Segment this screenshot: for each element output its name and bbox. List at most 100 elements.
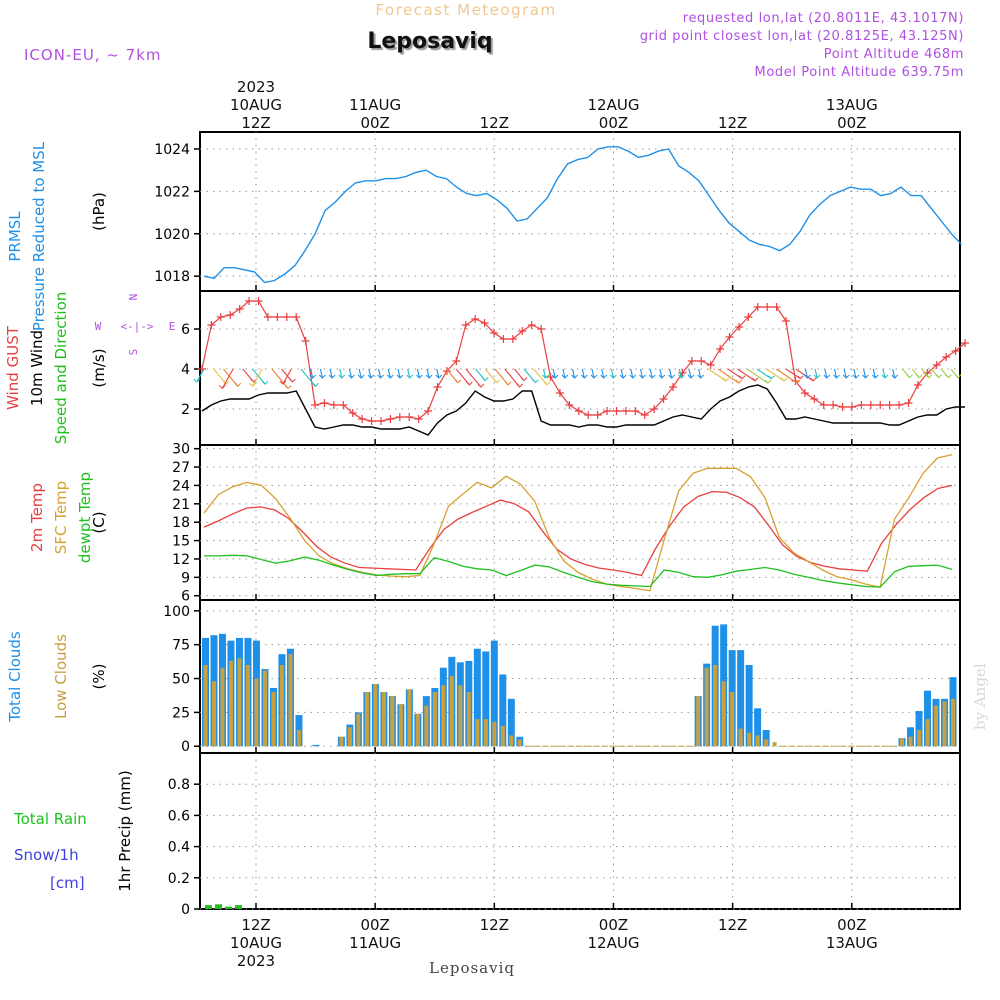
low-cloud-bar — [441, 685, 446, 747]
model-altitude: Model Point Altitude 639.75m — [755, 65, 964, 80]
low-cloud-bar — [704, 667, 709, 747]
wind-arrow-head — [580, 374, 588, 379]
low-cloud-bar — [713, 664, 718, 747]
low-cloud-bar — [738, 728, 743, 747]
time-label-bottom: 10AUG — [230, 934, 282, 952]
wind-arrow — [678, 368, 682, 379]
series-prmsl — [203, 146, 963, 284]
total-cloud-bar — [312, 744, 320, 747]
y-tick-label: 1020 — [154, 227, 190, 243]
wind-arrow-head — [193, 378, 201, 383]
compass-arrows: <-|-> — [120, 320, 153, 333]
gust-marker — [913, 381, 922, 389]
wind-arrow — [775, 368, 798, 384]
panel-frame — [199, 131, 961, 292]
low-cloud-bar — [509, 735, 514, 747]
wind-arrow — [562, 368, 566, 379]
gust-marker — [518, 327, 527, 335]
gust-marker — [631, 407, 640, 415]
wind-arrow-head — [222, 380, 230, 385]
wind-arrow-head — [590, 374, 598, 379]
y-axis-label: (m/s) — [90, 348, 108, 387]
gust-marker — [527, 321, 536, 329]
wind-arrow-head — [735, 379, 743, 384]
y-tick-label: 15 — [172, 534, 190, 550]
gust-marker — [471, 315, 480, 323]
gust-marker — [819, 401, 828, 409]
gust-marker — [800, 389, 809, 397]
wind-arrow — [698, 368, 702, 379]
wind-arrow-head — [906, 374, 913, 379]
gust-marker — [433, 383, 442, 391]
wind-arrow-head — [357, 374, 365, 379]
total-cloud-bar — [924, 690, 932, 747]
gust-marker — [254, 297, 263, 305]
gust-marker — [499, 335, 508, 343]
gust-marker — [932, 361, 941, 369]
low-cloud-bar — [211, 681, 216, 747]
low-cloud-bar — [449, 675, 454, 747]
panel-4: 0 0.2 0.4 0.6 0.8 1hr Precip (mm) Total Rain Sn… — [13, 752, 961, 918]
wind-arrow-head — [881, 374, 889, 379]
wind-arrow-head — [697, 374, 705, 379]
panel-3: 0 25 50 75 100 (%) Total Clouds Low Clouds — [6, 599, 961, 755]
panel-0: 1018 1020 1022 1024 (hPa) PRMSL Pressure Reduc… — [6, 131, 963, 331]
requested-coords: requested lon,lat (20.8011E, 43.1017N) — [683, 11, 964, 26]
time-label-top: 00Z — [360, 114, 389, 132]
wind-arrow — [542, 368, 547, 379]
total-cloud-bar — [754, 708, 762, 747]
gust-marker — [414, 415, 423, 423]
wind-arrow — [785, 368, 801, 380]
gust-marker — [687, 357, 696, 365]
gust-marker — [546, 373, 555, 381]
gust-marker — [555, 389, 564, 397]
gust-marker — [537, 325, 546, 333]
wind-arrow — [708, 368, 727, 382]
y-tick-label: 6 — [181, 589, 190, 605]
wind-arrow-head — [377, 374, 384, 379]
panel-label-2: dewpt Temp — [76, 472, 94, 563]
y-tick-label: 25 — [172, 705, 190, 721]
panel-2: 6 9 12 15 18 21 24 27 30 (C) 2m Temp SFC Temp dewpt … — [28, 442, 961, 605]
time-label-bottom: 13AUG — [826, 934, 878, 952]
gust-marker — [895, 401, 904, 409]
gust-marker — [480, 319, 489, 327]
y-tick-label: 12 — [172, 552, 190, 568]
wind-arrow — [252, 368, 263, 387]
compass-n: N — [127, 294, 140, 301]
wind-arrow — [426, 368, 430, 379]
super-title: Forecast Meteogram — [375, 1, 556, 19]
wind-arrow-head — [328, 374, 336, 379]
y-tick-label: 75 — [172, 638, 190, 654]
wind-arrow — [630, 368, 634, 379]
time-label-bottom: 12AUG — [588, 934, 640, 952]
compass-e: E — [169, 320, 176, 333]
wind-arrow-head — [319, 374, 326, 379]
y-tick-label: 0.4 — [168, 840, 190, 856]
series-2m-temp — [203, 484, 953, 577]
low-cloud-bar — [517, 739, 522, 747]
y-tick-label: 1024 — [154, 142, 190, 158]
wind-arrow-head — [425, 374, 433, 379]
wind-arrow — [833, 368, 838, 379]
wind-arrow-head — [600, 374, 608, 379]
series-sfc-temp — [203, 454, 953, 592]
low-cloud-bar — [254, 678, 259, 747]
gust-marker — [961, 339, 970, 347]
wind-arrow — [221, 368, 234, 389]
y-tick-label: 9 — [181, 570, 190, 586]
wind-arrow-head — [915, 374, 923, 379]
gust-marker — [490, 329, 499, 337]
panel-frame — [199, 599, 961, 754]
wind-arrow — [407, 368, 411, 379]
time-label-top: 00Z — [837, 114, 866, 132]
low-cloud-bar — [228, 660, 233, 747]
wind-arrow-head — [312, 382, 319, 387]
low-cloud-bar — [942, 701, 947, 747]
gust-marker — [753, 303, 762, 311]
gust-marker — [442, 367, 451, 375]
low-cloud-bar — [755, 735, 760, 747]
wind-arrow-head — [543, 381, 551, 386]
